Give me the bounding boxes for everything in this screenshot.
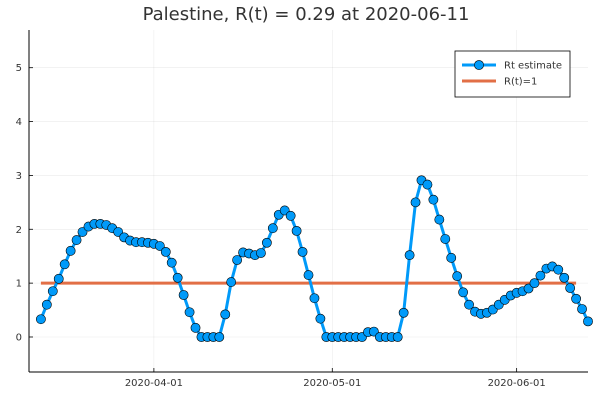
rt-point xyxy=(160,246,171,257)
y-tick-label: 0 xyxy=(16,332,22,343)
rt-point xyxy=(577,304,587,314)
rt-point xyxy=(434,214,445,225)
rt-point xyxy=(59,259,70,270)
rt-point xyxy=(226,277,237,287)
x-tick-label: 2020-04-01 xyxy=(125,378,183,389)
series-layer xyxy=(35,175,593,342)
chart-title: Palestine, R(t) = 0.29 at 2020-06-11 xyxy=(143,4,470,25)
rt-point xyxy=(309,293,320,304)
axes xyxy=(28,30,588,373)
rt-point xyxy=(446,252,457,263)
rt-point xyxy=(184,307,195,318)
ticks: 0 1 2 3 4 5 2020-04-01 2020-05-01 2020-06-01 xyxy=(16,63,546,389)
rt-point xyxy=(256,248,266,258)
rt-point xyxy=(404,250,415,261)
legend: Rt estimate R(t)=1 xyxy=(454,50,571,98)
rt-point xyxy=(285,210,296,221)
legend-box xyxy=(454,50,571,98)
rt-point xyxy=(529,278,540,289)
rt-point xyxy=(458,287,469,298)
rt-point xyxy=(565,283,576,293)
y-tick-label: 5 xyxy=(16,63,22,74)
rt-point xyxy=(559,272,570,283)
rt-point xyxy=(190,322,201,333)
rt-point xyxy=(583,316,593,327)
rt-point xyxy=(392,332,403,342)
rt-estimate-line xyxy=(39,178,590,339)
rt-point xyxy=(172,272,183,283)
rt-point xyxy=(422,179,433,190)
y-tick-label: 1 xyxy=(16,279,22,290)
y-tick-label: 3 xyxy=(16,171,22,182)
rt-point xyxy=(41,299,52,310)
x-tick-label: 2020-06-01 xyxy=(488,378,546,389)
rt-point xyxy=(291,225,302,236)
rt-point xyxy=(571,293,582,304)
x-tick-label: 2020-05-01 xyxy=(303,378,361,389)
y-tick-label: 4 xyxy=(16,117,22,128)
legend-swatch-rt-marker xyxy=(474,60,484,70)
rt-point xyxy=(297,246,308,257)
rt-point xyxy=(428,194,439,205)
rt-point xyxy=(232,255,243,265)
rt-point xyxy=(35,314,46,325)
rt-point xyxy=(452,271,463,282)
rt-point xyxy=(214,332,225,342)
rt-point xyxy=(47,286,58,297)
rt-point xyxy=(220,309,231,320)
rt-point xyxy=(398,307,409,318)
rt-point xyxy=(71,235,82,245)
rt-point xyxy=(53,273,64,284)
rt-point xyxy=(440,234,451,244)
rt-point xyxy=(303,270,314,280)
rt-point xyxy=(535,270,546,281)
rt-point xyxy=(65,245,76,256)
rt-point xyxy=(178,290,189,300)
rt-point xyxy=(553,264,564,275)
rt-point xyxy=(464,299,474,310)
rt-point xyxy=(154,241,165,251)
y-tick-label: 2 xyxy=(16,225,22,236)
rt-point xyxy=(261,237,272,248)
legend-label-rt: Rt estimate xyxy=(504,61,562,72)
legend-label-reference: R(t)=1 xyxy=(504,77,537,88)
rt-point xyxy=(267,223,278,234)
rt-point xyxy=(166,257,177,268)
rt-point xyxy=(315,313,326,324)
rt-point xyxy=(410,197,421,208)
